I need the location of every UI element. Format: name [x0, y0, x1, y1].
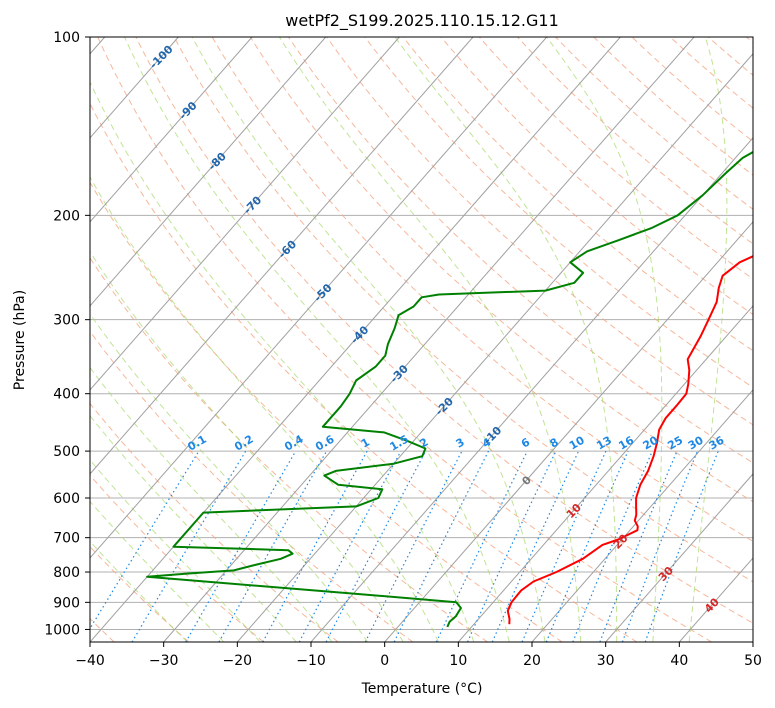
x-tick-label: −10: [296, 653, 326, 669]
moist-adiabat: [90, 313, 369, 642]
mixing-ratio-lines: [90, 450, 719, 642]
y-tick-label: 300: [53, 313, 80, 329]
chart-title: wetPf2_S199.2025.110.15.12.G11: [285, 11, 559, 31]
isotherm-line: [310, 137, 753, 642]
dry-adiabat: [135, 37, 753, 624]
isotherm-line: [90, 37, 548, 559]
moist-adiabat: [191, 37, 546, 642]
isotherms: [90, 37, 753, 642]
x-tick-label: −20: [223, 653, 253, 669]
y-tick-label: 500: [53, 444, 80, 460]
moist-adiabat: [90, 80, 475, 642]
x-tick-label: −30: [149, 653, 179, 669]
mixing-ratio-line: [185, 450, 297, 642]
mixing-ratio-line: [644, 450, 719, 642]
dry-adiabat: [326, 37, 753, 426]
x-tick-label: 10: [449, 653, 467, 669]
moist-adiabat: [90, 414, 297, 642]
dry-adiabat: [90, 474, 264, 642]
y-tick-label: 400: [53, 387, 80, 403]
y-tick-label: 900: [53, 595, 80, 611]
isotherm-line: [605, 473, 753, 642]
plot-area: [90, 37, 753, 642]
x-axis-label: Temperature (°C): [361, 681, 483, 697]
isotherm-line: [163, 37, 695, 642]
moist-adiabat: [90, 459, 261, 642]
dewpoint-profile: [146, 150, 753, 628]
isotherm-line: [752, 641, 753, 642]
isotherm-line: [90, 37, 253, 223]
y-tick-label: 1000: [44, 622, 80, 638]
dry-adiabat: [249, 37, 753, 503]
x-tick-label: 50: [744, 653, 762, 669]
dry-adiabat: [288, 37, 753, 464]
y-tick-label: 200: [53, 208, 80, 224]
temperature-profile: [506, 255, 753, 625]
isotherm-line: [236, 53, 753, 642]
mixing-ratio-line: [393, 450, 490, 642]
y-tick-label: 100: [53, 30, 80, 46]
isotherm-line: [90, 37, 327, 307]
x-axis: −40 −30 −20 −10 0 10 20 30 40 50: [75, 642, 762, 669]
isotherm-line: [90, 37, 400, 391]
mixing-ratio-line: [599, 450, 678, 642]
moist-adiabat: [90, 366, 333, 642]
dry-adiabat: [90, 545, 190, 642]
mixing-ratio-line: [298, 450, 402, 642]
y-axis: 100 200 300 400 500 600 700 800 900 1000: [44, 30, 90, 638]
isotherm-line: [457, 305, 753, 642]
mixing-ratio-line: [131, 450, 247, 642]
dry-adiabat: [173, 37, 753, 583]
x-tick-label: 20: [523, 653, 541, 669]
moist-adiabat: [546, 37, 663, 642]
x-tick-label: 30: [597, 653, 615, 669]
isotherm-line: [90, 37, 474, 475]
x-tick-label: 40: [670, 653, 688, 669]
dry-adiabat: [90, 402, 339, 642]
moist-adiabat: [278, 37, 582, 642]
isotherm-line: [384, 221, 753, 642]
y-tick-label: 700: [53, 531, 80, 547]
y-axis-label: Pressure (hPa): [12, 290, 28, 390]
isotherm-line: [531, 389, 753, 642]
mixing-ratio-line: [90, 450, 200, 630]
mixing-ratio-line: [621, 450, 699, 642]
moist-adiabat: [124, 37, 510, 642]
x-tick-label: −40: [75, 653, 105, 669]
profiles: [146, 150, 753, 628]
dry-adiabat: [90, 102, 638, 642]
mixing-ratio-line: [466, 450, 557, 642]
moist-adiabat: [688, 37, 728, 642]
y-tick-label: 600: [53, 491, 80, 507]
plot-background: [90, 37, 753, 642]
mixing-ratio-line: [435, 450, 528, 642]
x-tick-label: 0: [380, 653, 389, 669]
y-tick-label: 800: [53, 565, 80, 581]
plot-frame: [89, 36, 754, 643]
